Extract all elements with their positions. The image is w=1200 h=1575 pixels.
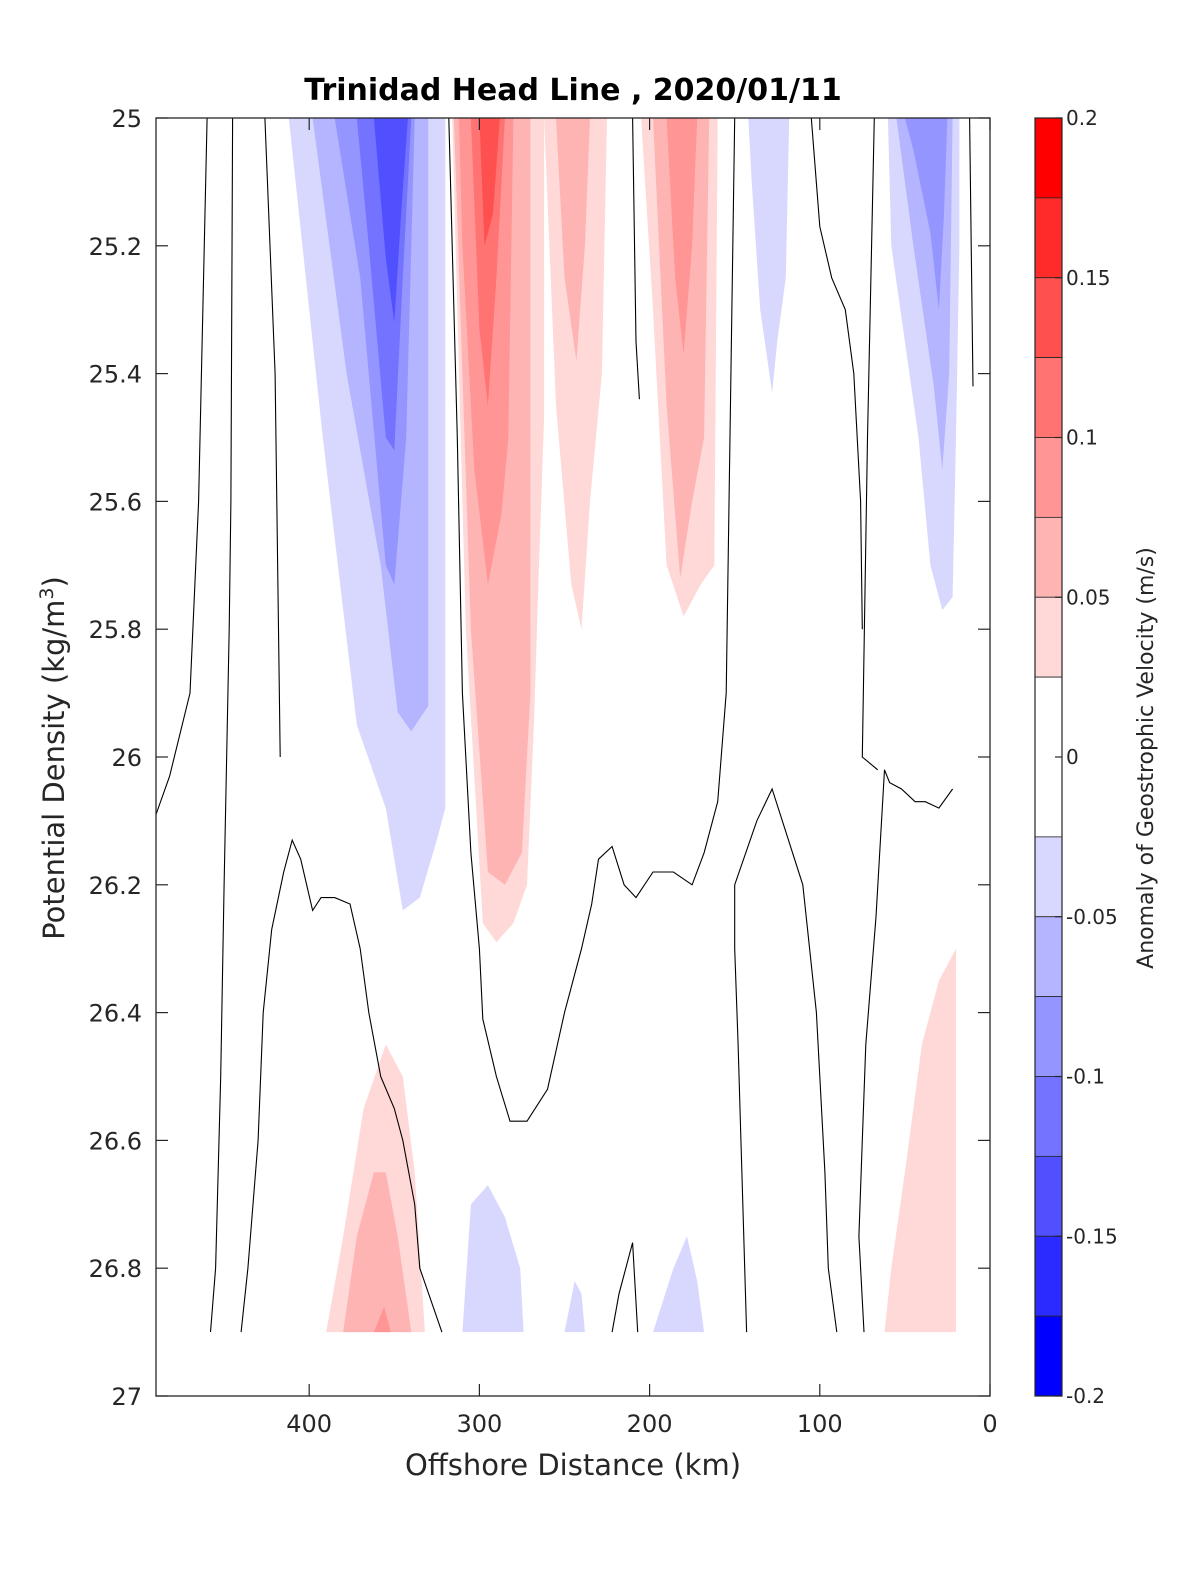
zero-contour-1 <box>209 117 234 1333</box>
zero-contour-10 <box>810 117 863 630</box>
colorbar-swatch <box>1034 996 1063 1077</box>
y-axis: 25 25.2 25.4 25.6 25.8 26 26.2 26.4 26.6 26.8 27 <box>89 105 990 1411</box>
colorbar-swatch <box>1034 1235 1063 1317</box>
colorbar: 0.2 0.15 0.1 0.05 0 -0.05 -0.1 -0.15 -0.2 <box>1034 106 1118 1408</box>
colorbar-swatch <box>1034 916 1063 998</box>
zero-contour-11 <box>969 117 974 387</box>
colorbar-swatch <box>1034 1076 1063 1157</box>
colorbar-tick-label: 0.15 <box>1066 266 1111 290</box>
x-tick-label: 100 <box>797 1410 843 1438</box>
chart-title: Trinidad Head Line , 2020/01/11 <box>304 73 841 108</box>
pos-core-300km-surface-level-3 <box>470 118 505 406</box>
zero-contour-2 <box>240 838 443 1333</box>
colorbar-tick-label: -0.05 <box>1066 905 1118 929</box>
zero-contour-lines <box>155 117 974 1333</box>
colorbar-tick-label: 0.05 <box>1066 585 1111 609</box>
colorbar-swatch <box>1034 277 1063 359</box>
zero-contour-8 <box>858 769 954 1333</box>
pos-core-240km-surface-level-1 <box>556 118 590 361</box>
colorbar-tick-label: 0.1 <box>1066 426 1098 450</box>
pos-core-30km-deep-level-0 <box>884 948 956 1333</box>
x-tick-label: 200 <box>627 1410 673 1438</box>
neg-core-290km-deep-level-0 <box>462 1185 524 1333</box>
zero-contour-0 <box>155 117 208 815</box>
colorbar-swatch <box>1034 596 1063 678</box>
neg-core-180km-deep-level-0 <box>653 1236 705 1333</box>
colorbar-tick-label: 0.2 <box>1066 106 1098 130</box>
pos-core-240km-surface-level-0 <box>544 118 607 630</box>
neg-core-125km-surface-level-0 <box>748 118 790 393</box>
zero-contour-3 <box>264 117 281 758</box>
colorbar-swatch <box>1034 197 1063 279</box>
colorbar-swatch <box>1034 1155 1063 1237</box>
y-tick-label: 26 <box>111 744 142 772</box>
colorbar-tick-label: -0.2 <box>1066 1384 1105 1408</box>
pos-core-360km-deep-level-1 <box>343 1172 412 1333</box>
colorbar-swatch <box>1034 1315 1063 1397</box>
y-tick-label: 25.4 <box>89 361 142 389</box>
y-tick-label: 26.8 <box>89 1255 142 1283</box>
colorbar-swatch <box>1034 516 1063 598</box>
neg-core-30km-surface-level-2 <box>904 118 948 310</box>
zero-contour-4 <box>448 117 736 1122</box>
y-axis-title-sup: 3 <box>36 587 58 599</box>
y-tick-label: 26.2 <box>89 872 142 900</box>
colorbar-swatch <box>1034 437 1063 518</box>
colorbar-swatch <box>1034 357 1063 438</box>
y-tick-label: 25 <box>111 105 142 133</box>
x-axis: 400 300 200 100 0 <box>286 118 998 1438</box>
pos-core-300km-surface-level-4 <box>479 118 500 246</box>
x-axis-title: Offshore Distance (km) <box>405 1448 741 1482</box>
colorbar-swatch <box>1034 117 1063 199</box>
pos-core-360km-deep-level-2 <box>373 1306 391 1333</box>
y-tick-label: 27 <box>111 1383 142 1411</box>
y-tick-label: 25.8 <box>89 616 142 644</box>
colorbar-tick-label: -0.1 <box>1066 1065 1105 1089</box>
zero-contour-5 <box>632 117 640 400</box>
y-tick-label: 26.4 <box>89 1000 142 1028</box>
neg-core-350km-surface-level-4 <box>373 118 408 323</box>
y-axis-title-main: Potential Density (kg/m <box>37 600 71 940</box>
colorbar-tick-label: -0.15 <box>1066 1224 1118 1248</box>
x-tick-label: 400 <box>286 1410 332 1438</box>
pos-core-180km-surface-level-1 <box>653 118 710 579</box>
contour-fills <box>288 118 960 1333</box>
x-tick-label: 300 <box>456 1410 502 1438</box>
zero-contour-9 <box>861 117 879 771</box>
y-axis-title: Potential Density (kg/m3) <box>36 576 71 940</box>
zero-contour-7 <box>734 787 838 1333</box>
x-tick-label: 0 <box>982 1410 997 1438</box>
colorbar-tick-label: 0 <box>1066 745 1079 769</box>
pos-core-180km-surface-level-2 <box>666 118 698 355</box>
y-tick-label: 26.6 <box>89 1127 142 1155</box>
colorbar-swatch <box>1034 836 1063 918</box>
y-axis-title-close: ) <box>37 576 71 587</box>
y-tick-label: 25.6 <box>89 488 142 516</box>
colorbar-title: Anomaly of Geostrophic Velocity (m/s) <box>1134 547 1159 969</box>
zero-contour-6 <box>611 1242 639 1333</box>
neg-core-240km-deep-level-0 <box>564 1281 585 1333</box>
y-tick-label: 25.2 <box>89 233 142 261</box>
